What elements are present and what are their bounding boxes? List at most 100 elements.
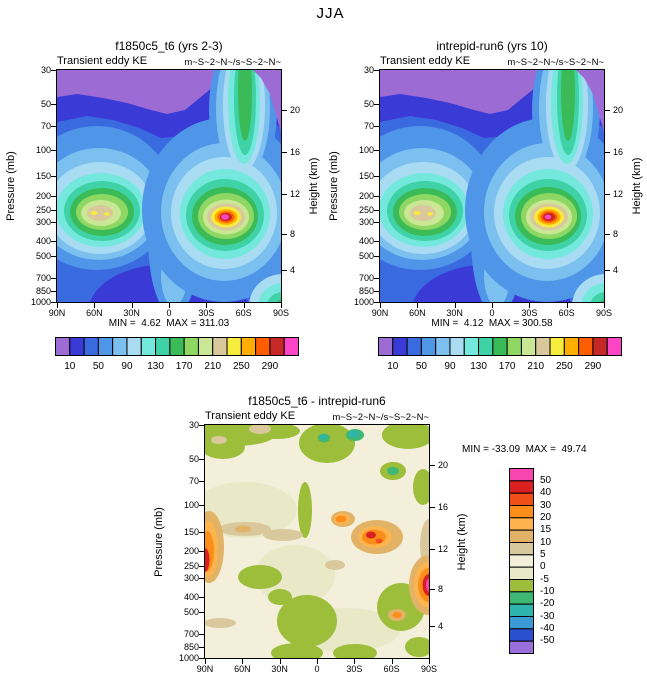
- tick-mark: [199, 565, 204, 567]
- tick-mark: [199, 458, 204, 460]
- tick-mark: [51, 195, 56, 197]
- minmax-stats: MIN = -33.09 MAX = 49.74: [462, 444, 587, 455]
- tick-mark: [605, 233, 610, 235]
- lat-tick-label: 0: [314, 664, 320, 674]
- lat-tick-label: 90S: [420, 664, 437, 674]
- colorbar: [378, 337, 622, 356]
- pressure-tick-label: 70: [363, 121, 374, 132]
- plot-area: [56, 69, 282, 303]
- tick-mark: [199, 647, 204, 649]
- lat-tick-label: 30N: [271, 664, 288, 674]
- tick-mark: [430, 465, 435, 467]
- tick-mark: [282, 151, 287, 153]
- lat-tick-label: 90N: [196, 664, 214, 674]
- units-label: m~S~2~N~/s~S~2~N~: [507, 57, 604, 68]
- colorbar-label: 0: [540, 561, 546, 573]
- pressure-axis-label: Pressure (mb): [153, 506, 165, 577]
- tick-mark: [454, 303, 456, 308]
- pressure-tick-label: 100: [183, 500, 199, 510]
- colorbar-label: 250: [555, 361, 573, 372]
- colorbar-label: 40: [540, 487, 552, 499]
- minmax-stats: MIN = 4.12 MAX = 300.58: [431, 318, 553, 329]
- tick-mark: [374, 176, 379, 178]
- tick-mark: [374, 70, 379, 71]
- pressure-tick-label: 850: [183, 642, 199, 653]
- minmax-stats: MIN = 4.62 MAX = 311.03: [108, 318, 230, 329]
- colorbar-cells: [55, 337, 299, 356]
- pressure-tick-label: 850: [358, 286, 374, 297]
- colorbar-label: 250: [232, 361, 250, 372]
- contour-field: [380, 70, 604, 302]
- tick-mark: [605, 110, 610, 112]
- pressure-tick-label: 50: [363, 98, 374, 109]
- pressure-tick-label: 100: [358, 144, 374, 155]
- tick-mark: [354, 659, 356, 664]
- pressure-axis-label: Pressure (mb): [5, 151, 17, 221]
- tick-mark: [374, 291, 379, 293]
- height-tick-label: 4: [290, 264, 296, 275]
- colorbar-label: 210: [204, 361, 222, 372]
- panel-title: intrepid-run6 (yrs 10): [436, 39, 548, 53]
- height-tick-label: 16: [290, 146, 301, 157]
- tick-mark: [430, 625, 435, 627]
- tick-mark: [243, 303, 245, 308]
- contour-field: [57, 70, 281, 302]
- pressure-tick-label: 400: [358, 236, 374, 247]
- tick-mark: [199, 597, 204, 599]
- pressure-tick-label: 30: [40, 65, 51, 75]
- tick-mark: [374, 126, 379, 128]
- tick-mark: [566, 303, 568, 308]
- units-label: m~S~2~N~/s~S~2~N~: [184, 57, 281, 68]
- tick-mark: [430, 549, 435, 551]
- tick-mark: [199, 481, 204, 483]
- colorbar-label: 90: [444, 361, 456, 372]
- units-label: m~S~2~N~/s~S~2~N~: [332, 412, 429, 423]
- pressure-tick-label: 200: [35, 190, 51, 201]
- lat-tick-label: 30N: [123, 308, 140, 318]
- tick-mark: [199, 425, 204, 426]
- tick-mark: [529, 303, 531, 308]
- tick-mark: [374, 241, 379, 243]
- colorbar-label: 5: [540, 548, 546, 560]
- tick-mark: [51, 241, 56, 243]
- tick-mark: [199, 577, 204, 579]
- height-axis-label: Height (km): [308, 157, 320, 215]
- tick-mark: [430, 589, 435, 591]
- lat-tick-label: 90S: [272, 308, 289, 318]
- tick-mark: [199, 611, 204, 613]
- colorbar-label: 130: [470, 361, 487, 372]
- colorbar-label: 210: [527, 361, 545, 372]
- tick-mark: [282, 193, 287, 195]
- lat-tick-label: 30S: [198, 308, 215, 318]
- tick-mark: [51, 222, 56, 224]
- pressure-tick-label: 100: [35, 144, 51, 155]
- height-tick-label: 20: [290, 105, 301, 116]
- tick-mark: [391, 659, 393, 664]
- tick-mark: [199, 505, 204, 506]
- lat-tick-label: 30N: [446, 308, 463, 318]
- tick-mark: [51, 70, 56, 71]
- pressure-tick-label: 500: [183, 606, 199, 617]
- tick-mark: [374, 278, 379, 280]
- tick-mark: [279, 659, 281, 664]
- tick-mark: [281, 303, 282, 308]
- colorbar-label: 10: [64, 361, 76, 372]
- pressure-tick-label: 700: [35, 273, 51, 284]
- tick-mark: [206, 303, 208, 308]
- colorbar-label: 170: [498, 361, 516, 372]
- lat-tick-label: 60S: [383, 664, 400, 674]
- colorbar-label: 290: [261, 361, 279, 372]
- height-axis-label: Height (km): [456, 513, 468, 570]
- colorbar-label: 50: [92, 361, 104, 372]
- pressure-tick-label: 500: [35, 251, 51, 262]
- lat-tick-label: 60N: [234, 664, 251, 674]
- colorbar: [55, 337, 299, 356]
- figure-title: JJA: [316, 5, 345, 22]
- tick-mark: [605, 269, 610, 271]
- colorbar-label: 50: [415, 361, 427, 372]
- lat-tick-label: 0: [166, 308, 172, 318]
- tick-mark: [282, 269, 287, 271]
- colorbar-label: 50: [540, 474, 552, 486]
- plot-area: [204, 424, 430, 659]
